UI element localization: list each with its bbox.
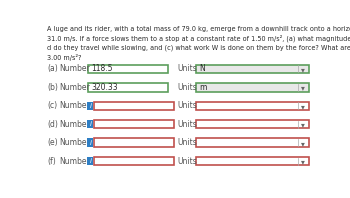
Text: Units: Units: [178, 83, 197, 92]
Text: Units: Units: [178, 101, 197, 110]
FancyBboxPatch shape: [196, 65, 309, 73]
Text: Number: Number: [59, 101, 90, 110]
FancyBboxPatch shape: [94, 157, 174, 166]
Text: A luge and its rider, with a total mass of 79.0 kg, emerge from a downhill track: A luge and its rider, with a total mass …: [47, 26, 350, 61]
Text: 320.33: 320.33: [91, 83, 118, 92]
FancyBboxPatch shape: [94, 120, 174, 129]
Text: Units: Units: [178, 64, 197, 73]
FancyBboxPatch shape: [94, 138, 174, 147]
Text: Number: Number: [59, 120, 90, 129]
Text: Units: Units: [178, 120, 197, 129]
FancyBboxPatch shape: [196, 157, 309, 166]
Text: Units: Units: [178, 138, 197, 147]
Text: ▾: ▾: [301, 84, 304, 92]
FancyBboxPatch shape: [87, 120, 93, 129]
Text: ▾: ▾: [301, 157, 304, 167]
Text: m: m: [199, 83, 206, 92]
FancyBboxPatch shape: [88, 83, 168, 91]
Text: Number: Number: [59, 83, 90, 92]
FancyBboxPatch shape: [94, 102, 174, 110]
Text: Number: Number: [59, 157, 90, 166]
Text: (b): (b): [48, 83, 58, 92]
Text: ▾: ▾: [301, 102, 304, 111]
Text: Units: Units: [178, 157, 197, 166]
FancyBboxPatch shape: [87, 138, 93, 147]
Text: i: i: [89, 121, 91, 127]
Text: Number: Number: [59, 64, 90, 73]
Text: N: N: [199, 64, 204, 73]
Text: (f): (f): [48, 157, 56, 166]
Text: i: i: [89, 158, 91, 164]
Text: (d): (d): [48, 120, 58, 129]
Text: (a): (a): [48, 64, 58, 73]
FancyBboxPatch shape: [88, 65, 168, 73]
Text: i: i: [89, 103, 91, 109]
Text: 118.5: 118.5: [91, 64, 113, 73]
FancyBboxPatch shape: [87, 157, 93, 166]
FancyBboxPatch shape: [196, 120, 309, 129]
FancyBboxPatch shape: [196, 102, 309, 110]
FancyBboxPatch shape: [87, 102, 93, 110]
Text: (e): (e): [48, 138, 58, 147]
Text: (c): (c): [48, 101, 58, 110]
FancyBboxPatch shape: [196, 138, 309, 147]
FancyBboxPatch shape: [196, 83, 309, 91]
Text: Number: Number: [59, 138, 90, 147]
Text: ▾: ▾: [301, 139, 304, 148]
Text: ▾: ▾: [301, 65, 304, 74]
Text: ▾: ▾: [301, 121, 304, 129]
Text: i: i: [89, 140, 91, 146]
